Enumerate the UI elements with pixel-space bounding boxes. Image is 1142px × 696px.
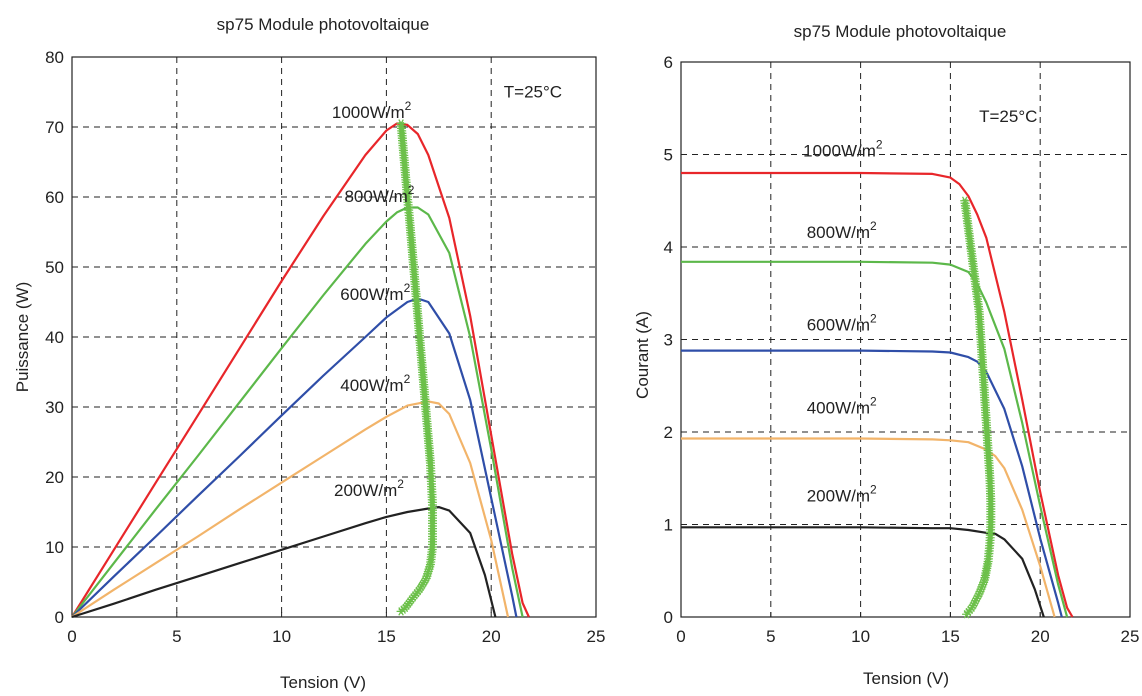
irradiance-label: 1000W/m2 bbox=[803, 137, 883, 160]
series-line-3 bbox=[681, 437, 1056, 618]
y-tick-label: 1 bbox=[664, 516, 673, 535]
y-tick-label: 20 bbox=[45, 468, 64, 487]
x-tick-label: 15 bbox=[941, 627, 960, 646]
x-tick-label: 0 bbox=[67, 627, 76, 646]
y-tick-label: 0 bbox=[55, 608, 64, 627]
mppt-star-markers bbox=[960, 196, 996, 619]
irradiance-label: 400W/m2 bbox=[340, 372, 410, 395]
y-tick-label: 40 bbox=[45, 328, 64, 347]
x-tick-label: 25 bbox=[1121, 627, 1140, 646]
x-tick-label: 15 bbox=[377, 627, 396, 646]
irradiance-label: 600W/m2 bbox=[807, 311, 877, 334]
series-line-3 bbox=[71, 400, 510, 618]
y-axis-label: Courant (A) bbox=[633, 311, 652, 399]
x-tick-label: 20 bbox=[482, 627, 501, 646]
series-line-2 bbox=[71, 297, 518, 618]
grid-lines bbox=[72, 57, 596, 617]
plot-frame bbox=[71, 56, 597, 618]
y-tick-label: 10 bbox=[45, 538, 64, 557]
series-line-4 bbox=[681, 526, 1045, 618]
y-tick-label: 50 bbox=[45, 258, 64, 277]
x-tick-label: 10 bbox=[851, 627, 870, 646]
irradiance-label: 1000W/m2 bbox=[332, 99, 412, 122]
y-axis-label: Puissance (W) bbox=[13, 282, 32, 393]
x-tick-label: 5 bbox=[766, 627, 775, 646]
plot-frame bbox=[680, 61, 1131, 618]
right-chart-current-voltage: sp75 Module photovoltaique 0 5 10 15 20 25 0 1 2 3… bbox=[633, 22, 1139, 688]
irradiance-label: 800W/m2 bbox=[344, 183, 414, 206]
x-tick-label: 10 bbox=[272, 627, 291, 646]
left-chart-power-voltage: sp75 Module photovoltaique 0 5 10 15 20 25 0 10 2… bbox=[13, 15, 605, 692]
y-tick-label: 80 bbox=[45, 48, 64, 67]
temperature-annotation: T=25°C bbox=[504, 83, 562, 102]
y-tick-label: 5 bbox=[664, 146, 673, 165]
y-tick-label: 30 bbox=[45, 398, 64, 417]
y-tick-label: 3 bbox=[664, 331, 673, 350]
series-line-1 bbox=[71, 206, 524, 618]
y-tick-label: 0 bbox=[664, 608, 673, 627]
grid-lines bbox=[681, 62, 1130, 617]
temperature-annotation: T=25°C bbox=[979, 107, 1037, 126]
y-tick-label: 2 bbox=[664, 423, 673, 442]
irradiance-label: 400W/m2 bbox=[807, 395, 877, 418]
x-tick-label: 25 bbox=[587, 627, 606, 646]
y-tick-label: 6 bbox=[664, 53, 673, 72]
y-tick-label: 4 bbox=[664, 238, 673, 257]
irradiance-label: 600W/m2 bbox=[340, 281, 410, 304]
series-line-0 bbox=[681, 171, 1074, 618]
y-tick-label: 70 bbox=[45, 118, 64, 137]
x-axis-label: Tension (V) bbox=[280, 673, 366, 692]
mppt-trajectory-series bbox=[396, 119, 438, 616]
chart-title: sp75 Module photovoltaique bbox=[217, 15, 430, 34]
series-line-4 bbox=[71, 506, 497, 619]
x-tick-label: 5 bbox=[172, 627, 181, 646]
irradiance-label: 200W/m2 bbox=[807, 482, 877, 505]
mppt-trajectory-series bbox=[960, 196, 996, 619]
chart-title: sp75 Module photovoltaique bbox=[794, 22, 1007, 41]
x-tick-label: 20 bbox=[1031, 627, 1050, 646]
y-tick-label: 60 bbox=[45, 188, 64, 207]
x-tick-label: 0 bbox=[676, 627, 685, 646]
irradiance-label: 200W/m2 bbox=[334, 477, 404, 500]
mppt-star-markers bbox=[396, 119, 438, 616]
x-axis-label: Tension (V) bbox=[863, 669, 949, 688]
series-line-2 bbox=[681, 349, 1063, 618]
irradiance-label: 800W/m2 bbox=[807, 219, 877, 242]
